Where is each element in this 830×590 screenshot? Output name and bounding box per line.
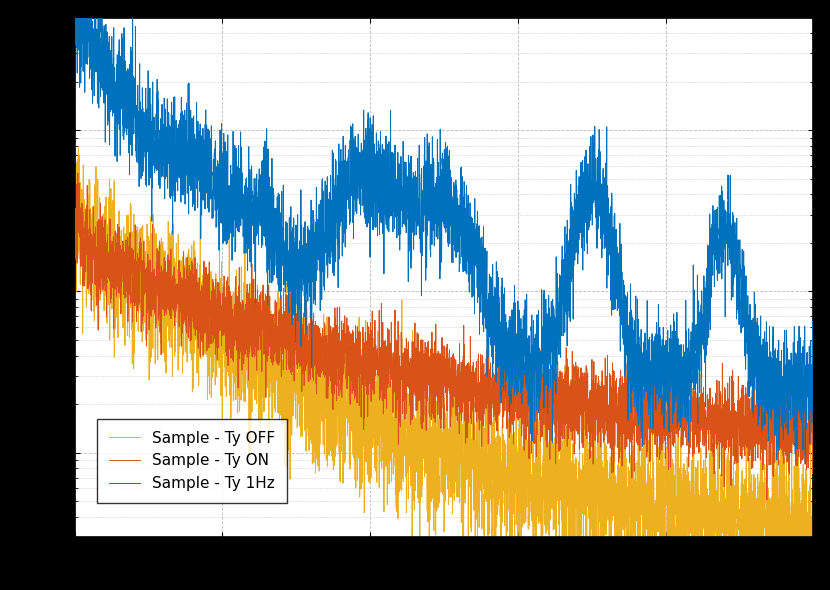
Sample - Ty 1Hz [352,165,362,172]
Sample - Ty ON [808,412,818,419]
Sample - Ty ON [513,379,523,386]
Sample - Ty 1Hz [800,460,810,467]
Sample - Ty OFF [73,145,83,152]
Sample - Ty 1Hz [808,441,818,448]
Sample - Ty ON [73,170,83,177]
Sample - Ty ON [204,270,214,277]
Sample - Ty ON [352,368,362,375]
Sample - Ty ON [550,402,560,409]
Sample - Ty 1Hz [204,161,214,168]
Sample - Ty OFF [677,513,687,520]
Sample - Ty 1Hz [70,34,80,41]
Sample - Ty 1Hz [677,398,687,405]
Sample - Ty 1Hz [550,332,560,339]
Line: Sample - Ty OFF: Sample - Ty OFF [75,148,813,590]
Sample - Ty ON [70,236,80,243]
Line: Sample - Ty 1Hz: Sample - Ty 1Hz [75,0,813,463]
Sample - Ty 1Hz [513,297,523,304]
Sample - Ty OFF [550,459,560,466]
Sample - Ty ON [677,424,687,431]
Sample - Ty OFF [204,309,214,316]
Sample - Ty ON [762,496,772,503]
Sample - Ty OFF [513,490,523,497]
Legend: Sample - Ty OFF, Sample - Ty ON, Sample - Ty 1Hz: Sample - Ty OFF, Sample - Ty ON, Sample … [97,418,287,503]
Sample - Ty OFF [621,478,631,485]
Line: Sample - Ty ON: Sample - Ty ON [75,173,813,500]
Sample - Ty OFF [808,585,818,590]
Sample - Ty OFF [70,148,80,155]
Sample - Ty 1Hz [621,352,631,359]
Sample - Ty OFF [352,412,362,419]
Sample - Ty ON [621,372,631,379]
